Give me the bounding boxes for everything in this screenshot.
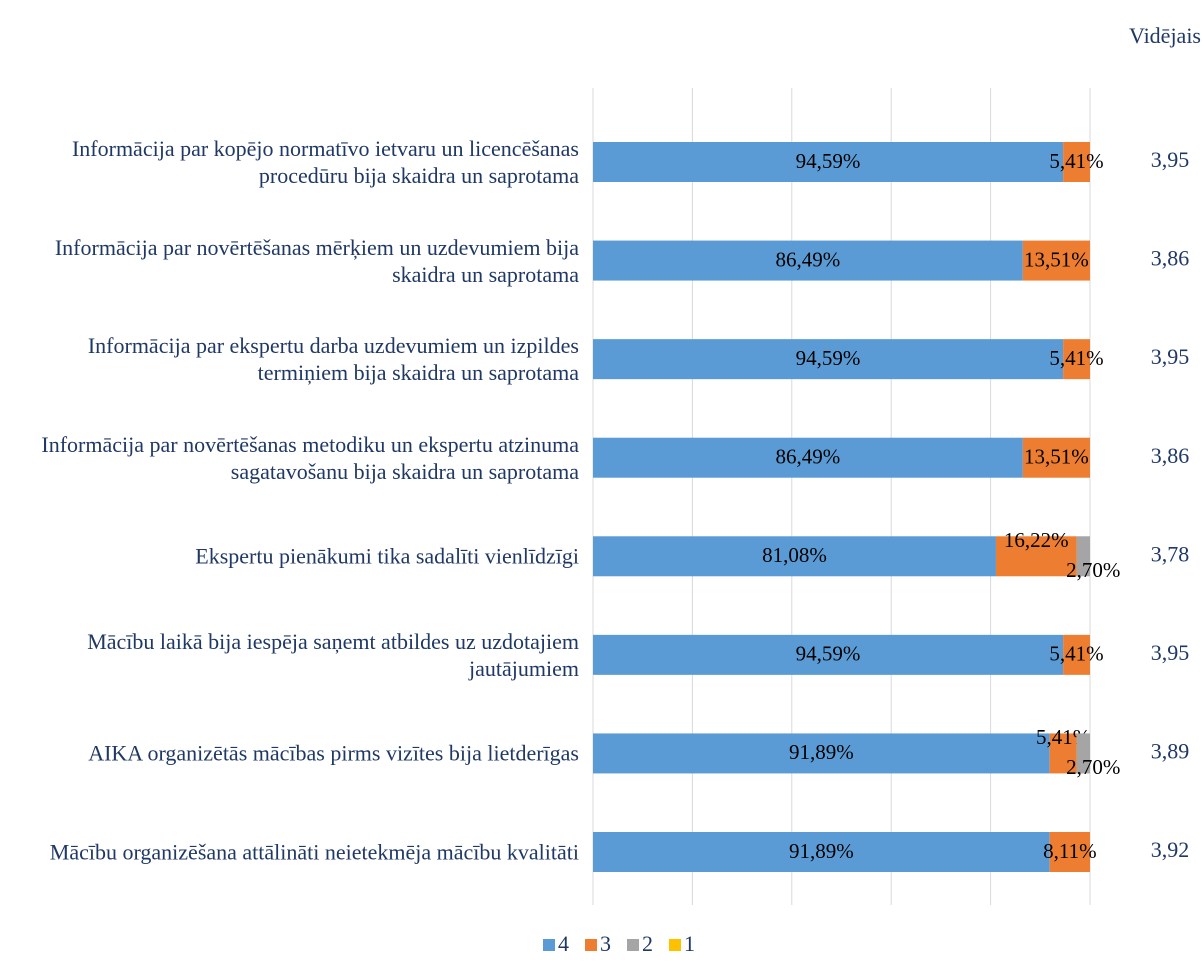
data-label: 5,41% — [1049, 149, 1103, 173]
bar-segment — [1063, 142, 1090, 182]
category-label: AIKA organizētās mācības pirms vizītes b… — [88, 740, 579, 766]
data-label: 5,41% — [1049, 642, 1103, 666]
bar-segment — [593, 832, 1050, 872]
data-label: 94,59% — [796, 346, 861, 370]
legend-swatch — [669, 939, 681, 951]
bar-segment — [593, 536, 996, 577]
data-label: 94,59% — [796, 642, 861, 666]
data-label: 13,51% — [1024, 247, 1089, 271]
bar-segment — [1022, 240, 1090, 281]
category-label: Mācību organizēšana attālināti neietekmē… — [49, 839, 579, 865]
data-label: 2,70% — [1066, 558, 1120, 582]
data-label: 81,08% — [762, 543, 827, 567]
average-title: Vidējais — [1129, 23, 1201, 48]
bar-segment — [1022, 437, 1090, 478]
legend-label: 3 — [600, 931, 611, 956]
category-label: Informācija par ekspertu darba uzdevumie… — [87, 333, 579, 386]
bar-segment — [593, 733, 1050, 774]
bar-segment — [593, 142, 1064, 182]
category-label: Informācija par novērtēšanas mērķiem un … — [54, 234, 579, 287]
data-label: 94,59% — [796, 149, 861, 173]
bar-segment — [593, 339, 1064, 380]
category-label: Ekspertu pienākumi tika sadalīti vienlīd… — [195, 543, 579, 569]
bar-segment — [1049, 733, 1077, 774]
bar-segment — [995, 536, 1077, 577]
data-label: 13,51% — [1024, 445, 1089, 469]
legend-swatch — [543, 939, 555, 951]
data-label: 91,89% — [789, 740, 854, 764]
legend-swatch — [627, 939, 639, 951]
legend-label: 4 — [558, 931, 569, 956]
category-label: Informācija par novērtēšanas metodiku un… — [41, 431, 579, 484]
data-label: 91,89% — [789, 839, 854, 863]
data-label: 2,70% — [1066, 755, 1120, 779]
legend-label: 2 — [642, 931, 653, 956]
average-label: 3,95 — [1151, 640, 1190, 665]
average-label: 3,86 — [1151, 443, 1190, 468]
category-label: Mācību laikā bija iespēja saņemt atbilde… — [87, 628, 579, 681]
legend-label: 1 — [684, 931, 695, 956]
average-label: 3,86 — [1151, 246, 1190, 271]
category-label: Informācija par kopējo normatīvo ietvaru… — [71, 136, 579, 188]
average-label: 3,95 — [1151, 147, 1190, 172]
data-label: 5,41% — [1049, 346, 1103, 370]
data-label: 8,11% — [1043, 839, 1096, 863]
data-label: 86,49% — [776, 247, 841, 271]
bar-segment — [1063, 634, 1090, 675]
bar-segment — [593, 240, 1023, 281]
average-label: 3,92 — [1151, 837, 1190, 862]
data-label: 86,49% — [776, 445, 841, 469]
legend-swatch — [585, 939, 597, 951]
bar-segment — [593, 437, 1023, 478]
data-label: 16,22% — [1004, 528, 1069, 552]
average-label: 3,78 — [1151, 541, 1190, 566]
bar-segment — [1076, 536, 1090, 577]
bar-segment — [1063, 339, 1090, 380]
bar-segment — [593, 634, 1064, 675]
bar-segment — [1076, 733, 1090, 774]
average-label: 3,95 — [1151, 344, 1190, 369]
average-label: 3,89 — [1151, 738, 1190, 763]
bar-segment — [1049, 832, 1090, 872]
